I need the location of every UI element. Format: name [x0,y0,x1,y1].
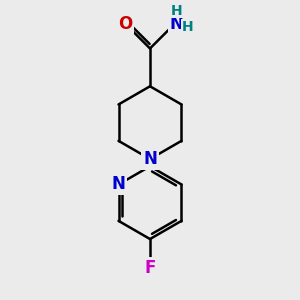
Text: N: N [143,150,157,168]
Text: N: N [169,15,183,33]
Text: O: O [118,15,132,33]
Text: H: H [182,20,193,34]
Text: N: N [112,176,125,194]
Text: H: H [170,4,182,18]
Text: F: F [144,259,156,277]
